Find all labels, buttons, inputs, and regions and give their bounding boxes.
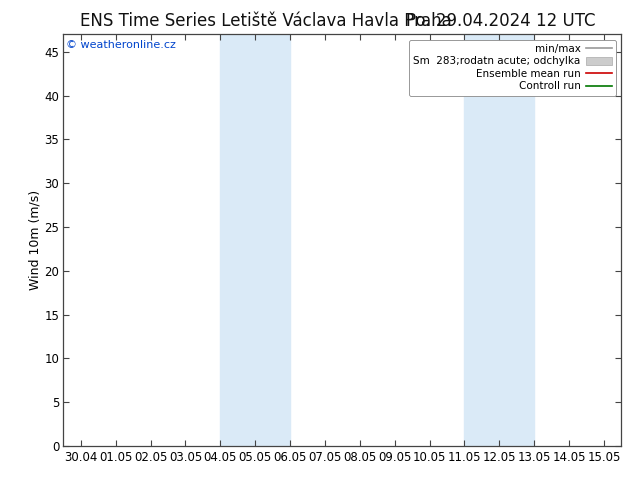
Text: © weatheronline.cz: © weatheronline.cz [66, 41, 176, 50]
Text: Po. 29.04.2024 12 UTC: Po. 29.04.2024 12 UTC [406, 12, 595, 30]
Bar [221, 34, 290, 446]
Bar [464, 34, 534, 446]
Y-axis label: Wind 10m (m/s): Wind 10m (m/s) [29, 190, 42, 290]
Legend: min/max, Sm  283;rodatn acute; odchylka, Ensemble mean run, Controll run: min/max, Sm 283;rodatn acute; odchylka, … [410, 40, 616, 96]
Text: ENS Time Series Letiště Václava Havla Praha: ENS Time Series Letiště Václava Havla Pr… [81, 12, 452, 30]
